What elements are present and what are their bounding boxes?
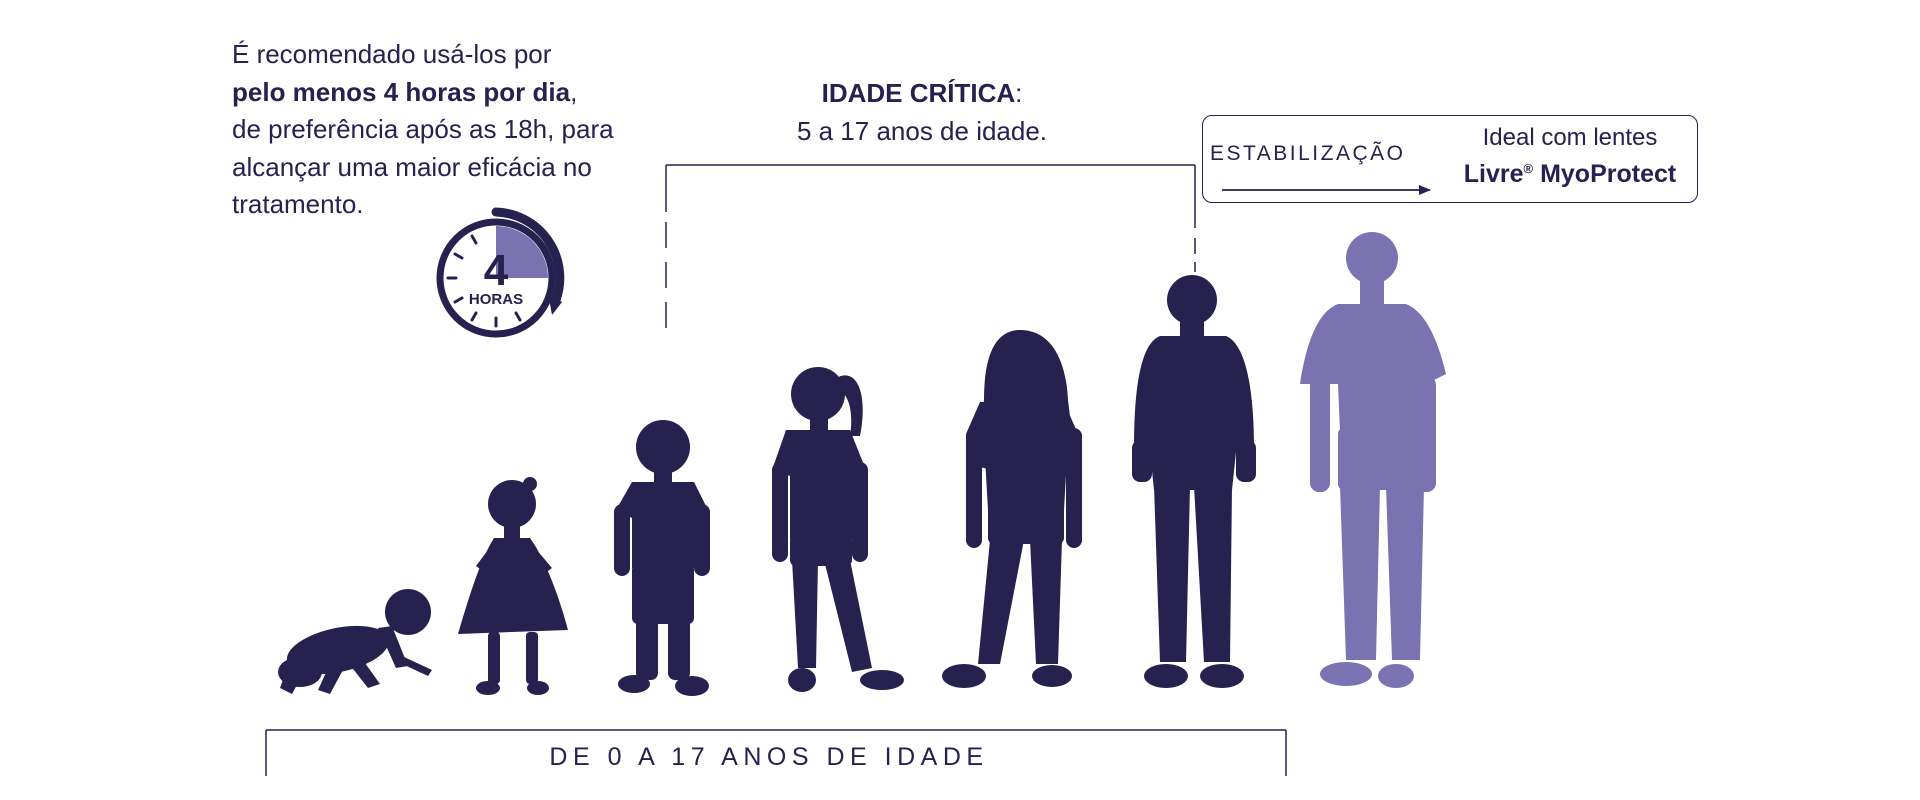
intro-line-3: de preferência após as 18h, para [232, 114, 614, 144]
brand-name: Livre® MyoProtect [1444, 160, 1696, 189]
intro-line-5: tratamento. [232, 189, 364, 219]
stabilization-box [1202, 115, 1698, 203]
girl-ponytail-silhouette [772, 367, 904, 692]
teen-boy-hoodie-silhouette [1132, 275, 1256, 688]
critical-age-title: IDADE CRÍTICA: [662, 78, 1182, 109]
timer-unit: HORAS [469, 291, 523, 308]
age-range-bracket [265, 729, 1287, 776]
intro-line-4: alcançar uma maior eficácia no [232, 151, 592, 182]
brand-product: MyoProtect [1540, 160, 1677, 188]
critical-age-title-text: IDADE CRÍTICA [821, 78, 1016, 108]
intro-line-2-tail: , [570, 76, 578, 107]
stabilization-label: ESTABILIZAÇÃO [1210, 142, 1406, 165]
young-boy-silhouette [614, 420, 710, 696]
registered-mark: ® [1523, 161, 1534, 176]
critical-age-bracket [665, 164, 1196, 332]
preteen-girl-silhouette [942, 330, 1082, 688]
timer-fill-sector [496, 226, 548, 278]
toddler-girl-silhouette [458, 477, 568, 695]
intro-paragraph: É recomendado usá-los por pelo menos 4 h… [232, 36, 672, 224]
ideal-lens-text: Ideal com lentes [1482, 124, 1658, 151]
intro-highlight: pelo menos 4 horas por dia [232, 76, 571, 107]
brand-livre: Livre [1463, 160, 1524, 188]
intro-line-2: pelo menos 4 horas por dia, [232, 74, 672, 112]
age-range-label: DE 0 A 17 ANOS DE IDADE [549, 743, 989, 771]
timer-clock-icon: 4 HORAS [436, 207, 565, 338]
critical-age-subtitle: 5 a 17 anos de idade. [796, 116, 1048, 146]
timer-number: 4 [484, 246, 509, 295]
adult-boy-silhouette [1300, 232, 1446, 688]
intro-line-1: É recomendado usá-los por [232, 39, 552, 69]
crawling-baby-silhouette [278, 589, 432, 694]
critical-age-title-suffix: : [1015, 78, 1023, 108]
